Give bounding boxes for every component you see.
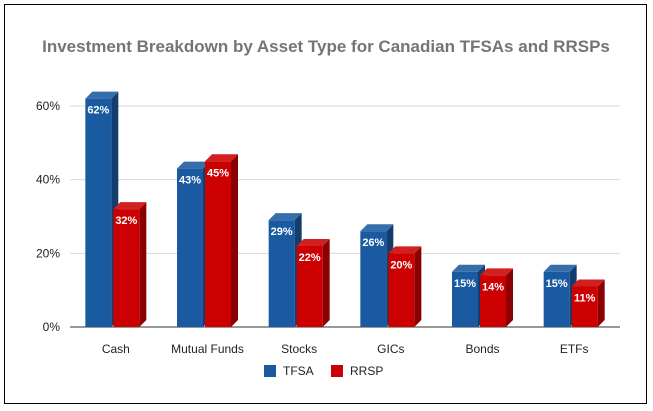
bar-front (480, 275, 506, 327)
data-label: 29% (271, 226, 293, 238)
data-label: 45% (207, 167, 229, 179)
data-label: 43% (179, 175, 201, 187)
data-labels: 62% 32% 43% 45% 29% 22% 26% 20% 15% 14% 15% 11% (87, 105, 595, 305)
bar-top (296, 238, 330, 246)
legend-swatch (331, 365, 343, 377)
bar-top (480, 268, 513, 276)
y-tick-label: 40% (36, 173, 60, 187)
bar-top (113, 202, 147, 210)
bar-front (177, 168, 203, 327)
bar-front (296, 245, 323, 327)
y-axis-ticks: 0% 20% 40% 60% (36, 99, 60, 334)
chart-title: Investment Breakdown by Asset Type for C… (42, 37, 610, 56)
bar-rrsp-mutual-funds (205, 154, 238, 327)
bar-front (452, 271, 478, 327)
y-tick-label: 0% (43, 320, 61, 334)
bar-top (452, 264, 485, 272)
x-category-label: Bonds (465, 342, 499, 356)
bar-side (139, 202, 147, 327)
bar-side (414, 246, 422, 327)
x-category-label: GICs (377, 342, 404, 356)
bar-rrsp-etfs (571, 279, 605, 327)
bar-top (205, 154, 238, 162)
bar-front (388, 253, 415, 327)
data-label: 22% (299, 252, 321, 264)
bar-side (597, 279, 605, 327)
bar-front (205, 161, 231, 327)
bar-top (85, 91, 119, 99)
legend-item-rrsp[interactable]: RRSP (331, 364, 383, 378)
bar-top (177, 161, 210, 169)
bar-front (571, 286, 598, 327)
x-category-label: Mutual Funds (171, 342, 244, 356)
data-label: 32% (115, 215, 137, 227)
data-label: 15% (454, 278, 476, 290)
bar-top (360, 224, 394, 232)
data-label: 62% (87, 105, 109, 117)
x-category-label: ETFs (560, 342, 589, 356)
chart-frame: Investment Breakdown by Asset Type for C… (4, 4, 647, 404)
legend[interactable]: TFSA RRSP (264, 364, 383, 378)
bars (85, 91, 605, 327)
legend-label: RRSP (350, 364, 383, 378)
y-tick-label: 60% (36, 99, 60, 113)
data-label: 15% (546, 278, 568, 290)
bar-top (543, 264, 577, 272)
data-label: 14% (482, 281, 504, 293)
bar-top (268, 213, 302, 221)
bar-rrsp-bonds (480, 268, 513, 327)
x-category-label: Cash (102, 342, 130, 356)
data-label: 26% (362, 237, 384, 249)
bar-tfsa-bonds (452, 264, 485, 327)
legend-item-tfsa[interactable]: TFSA (264, 364, 314, 378)
x-axis-categories: Cash Mutual Funds Stocks GICs Bonds ETFs (102, 342, 589, 356)
data-label: 11% (574, 292, 596, 304)
y-tick-label: 20% (36, 246, 60, 260)
bar-front (85, 98, 112, 327)
bar-rrsp-cash (113, 202, 147, 327)
bar-front (543, 271, 570, 327)
bar-front (268, 220, 295, 327)
legend-label: TFSA (283, 364, 314, 378)
x-category-label: Stocks (281, 342, 317, 356)
bar-chart: Investment Breakdown by Asset Type for C… (36, 37, 620, 378)
bar-side (231, 154, 238, 327)
bar-rrsp-stocks (296, 238, 330, 327)
bar-front (113, 209, 140, 327)
bar-side (506, 268, 513, 327)
bar-top (571, 279, 605, 287)
data-label: 20% (390, 259, 412, 271)
legend-swatch (264, 365, 276, 377)
gridlines (70, 105, 620, 328)
bar-front (360, 231, 387, 327)
bar-side (322, 238, 330, 327)
bar-rrsp-gics (388, 246, 422, 327)
bar-top (388, 246, 422, 254)
